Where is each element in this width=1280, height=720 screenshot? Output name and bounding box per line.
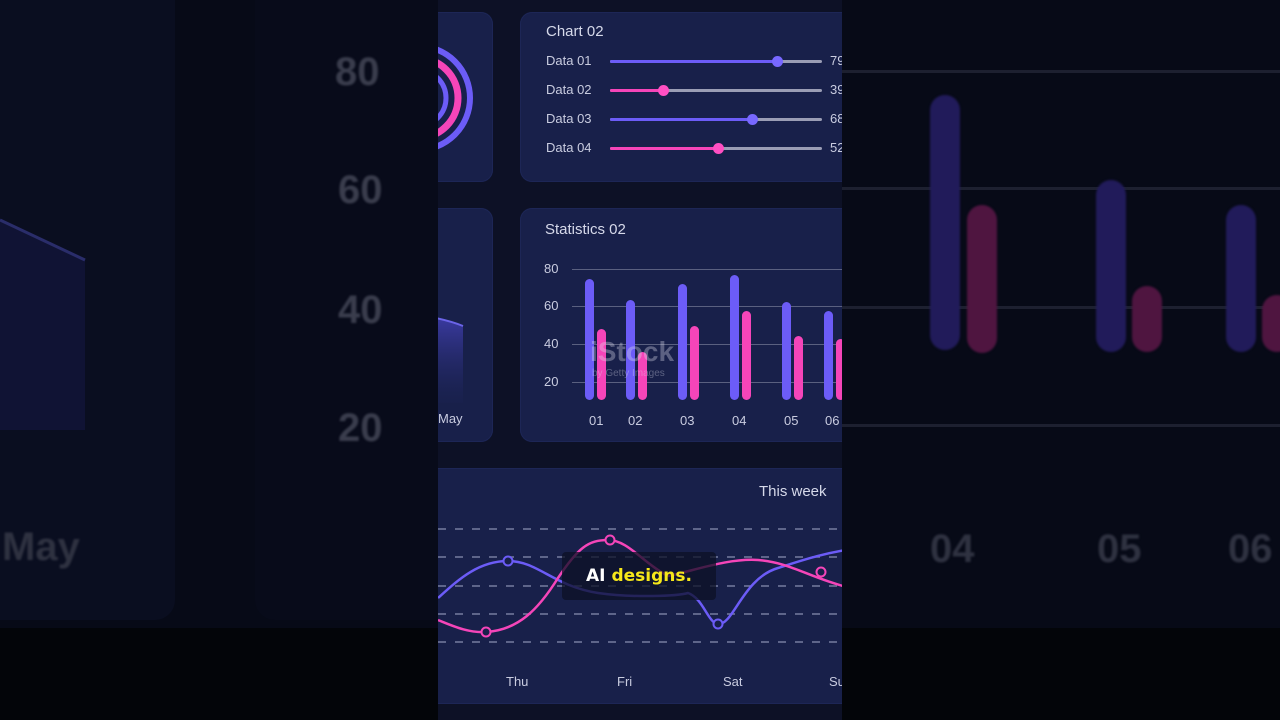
bar-pink-05[interactable]: [794, 336, 803, 400]
caption-highlight-word: designs.: [611, 566, 692, 586]
slider-row-data03: Data 03 68: [546, 109, 842, 129]
blurred-x-label: May: [2, 525, 80, 569]
x-tick: Thu: [506, 674, 529, 689]
blurred-gridline: [842, 424, 1280, 427]
bar-pink-02[interactable]: [638, 352, 647, 400]
x-tick: 06: [825, 413, 840, 428]
slider-value: 79: [830, 53, 842, 68]
data-point[interactable]: [604, 534, 616, 546]
blurred-bar: [967, 205, 997, 353]
slider-value: 52: [830, 140, 842, 155]
gridline: [572, 269, 842, 270]
data-point[interactable]: [815, 566, 827, 578]
slider-knob[interactable]: [658, 85, 669, 96]
bar-pink-03[interactable]: [690, 326, 699, 400]
slider-fill: [610, 89, 663, 92]
blurred-bar: [930, 95, 960, 350]
blurred-card: [255, 0, 438, 620]
dashboard-frame: Chart 02 Data 01 79 Data 02 39 Data 03 6: [438, 0, 842, 720]
weekly-title[interactable]: This week: [759, 483, 827, 500]
slider-row-data04: Data 04 52: [546, 138, 842, 158]
bar-pink-04[interactable]: [742, 311, 751, 400]
donut-chart: [438, 46, 473, 150]
x-tick: 01: [589, 413, 604, 428]
donut-card: [438, 12, 493, 182]
blurred-gridline: [842, 306, 1280, 309]
y-tick: 60: [544, 298, 559, 313]
bar-pink-01[interactable]: [597, 329, 606, 400]
blurred-x-tick: 04: [930, 527, 975, 571]
slider-knob[interactable]: [713, 143, 725, 154]
slider-label: Data 04: [546, 140, 592, 155]
chart02-card: Chart 02 Data 01 79 Data 02 39 Data 03 6: [520, 12, 842, 182]
x-tick: 03: [680, 413, 695, 428]
statistics02-title: Statistics 02: [545, 221, 626, 238]
blurred-y-tick: 80: [335, 50, 380, 94]
data-point[interactable]: [712, 618, 724, 630]
gridline: [572, 382, 842, 383]
x-tick: Fri: [617, 674, 633, 689]
y-tick: 40: [544, 336, 559, 351]
blurred-bar: [1132, 286, 1162, 352]
blurred-bar: [1226, 205, 1256, 352]
chart02-title: Chart 02: [546, 23, 604, 40]
slider-value: 39: [830, 82, 842, 97]
slider-track[interactable]: [610, 56, 822, 67]
watermark-sub: by Getty Images: [592, 368, 665, 379]
statistics02-card: Statistics 02 80 60 40 20 01 02 03 04 05…: [520, 208, 842, 442]
blurred-gridline: [842, 187, 1280, 190]
slider-track[interactable]: [610, 85, 822, 96]
blurred-bottom-band: [0, 628, 438, 720]
blurred-background-right: 04 05 06: [842, 0, 1280, 720]
bar-purple-05[interactable]: [782, 302, 791, 400]
x-tick: Sat: [723, 674, 743, 689]
x-tick: 04: [732, 413, 747, 428]
blurred-y-tick: 60: [338, 168, 383, 212]
video-caption: AI designs.: [562, 552, 716, 600]
slider-fill: [610, 147, 719, 150]
y-tick: 20: [544, 374, 559, 389]
slider-row-data02: Data 02 39: [546, 80, 842, 100]
blurred-y-tick: 40: [338, 288, 383, 332]
blurred-x-tick: 06: [1228, 527, 1273, 571]
x-tick: 05: [784, 413, 799, 428]
blurred-gridline: [842, 70, 1280, 73]
x-tick: 02: [628, 413, 643, 428]
bar-purple-01[interactable]: [585, 279, 594, 400]
area-chart: [438, 317, 464, 403]
bar-purple-02[interactable]: [626, 300, 635, 400]
blurred-background-left: May 80 60 40 20: [0, 0, 438, 720]
slider-knob[interactable]: [747, 114, 759, 125]
slider-track[interactable]: [610, 143, 822, 154]
bar-purple-04[interactable]: [730, 275, 739, 400]
blurred-bottom-band: [842, 628, 1280, 720]
slider-knob[interactable]: [772, 56, 784, 67]
slider-fill: [610, 60, 778, 63]
gridline: [572, 344, 842, 345]
bar-pink-06[interactable]: [836, 339, 842, 400]
gridline: [572, 306, 842, 307]
watermark-brand: iStock: [590, 336, 675, 367]
slider-track[interactable]: [610, 114, 822, 125]
blurred-y-tick: 20: [338, 406, 383, 450]
data-point[interactable]: [480, 626, 492, 638]
slider-row-data01: Data 01 79: [546, 51, 842, 71]
area-chart-card: May: [438, 208, 493, 442]
slider-value: 68: [830, 111, 842, 126]
blurred-area-shape: [0, 218, 86, 430]
slider-label: Data 01: [546, 53, 592, 68]
y-tick: 80: [544, 261, 559, 276]
bar-purple-03[interactable]: [678, 284, 687, 400]
blurred-bar: [1096, 180, 1126, 352]
caption-word: AI: [586, 566, 606, 586]
slider-fill: [610, 118, 753, 121]
bar-purple-06[interactable]: [824, 311, 833, 400]
blurred-bar: [1262, 295, 1280, 352]
x-tick: Su: [829, 674, 842, 689]
blurred-x-tick: 05: [1097, 527, 1142, 571]
data-point[interactable]: [502, 555, 514, 567]
slider-label: Data 02: [546, 82, 592, 97]
x-axis-label: May: [438, 411, 463, 426]
slider-label: Data 03: [546, 111, 592, 126]
